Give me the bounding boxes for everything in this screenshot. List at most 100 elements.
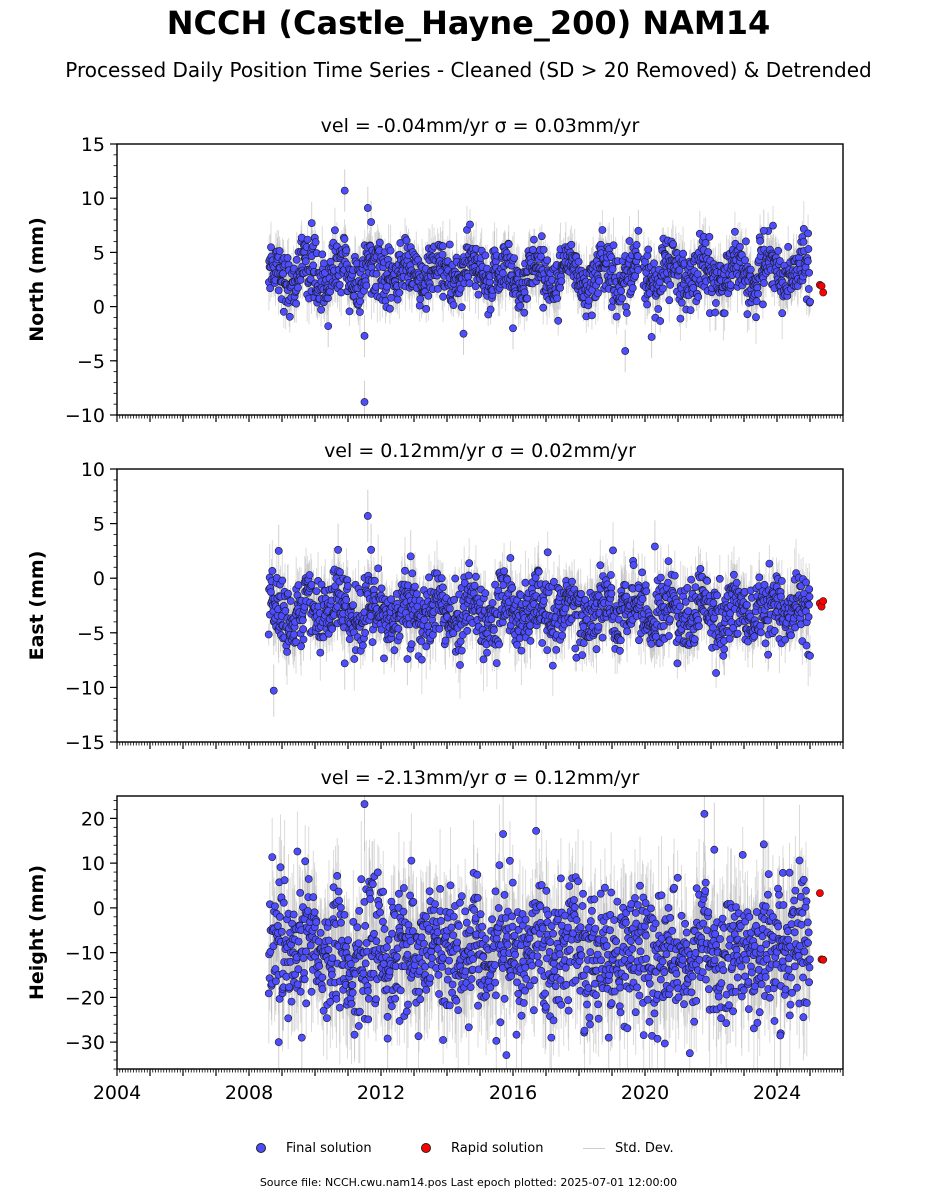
final-point <box>486 305 495 314</box>
final-point <box>665 296 674 305</box>
final-point <box>415 301 424 310</box>
final-point <box>554 316 563 325</box>
final-point <box>368 638 377 646</box>
final-point <box>557 277 566 285</box>
final-point <box>650 259 658 268</box>
final-point <box>799 237 808 246</box>
final-point <box>372 269 381 278</box>
final-point <box>553 294 561 303</box>
final-point <box>612 312 621 321</box>
panel-1: vel = -0.04mm/yr σ = 0.03mm/yr North (mm)… <box>26 115 844 427</box>
final-point <box>374 564 383 573</box>
final-point <box>358 641 367 650</box>
final-point <box>294 581 303 590</box>
final-point <box>422 304 431 313</box>
final-point <box>441 636 450 645</box>
final-point <box>387 595 395 604</box>
final-point <box>504 240 513 249</box>
final-point <box>588 311 596 320</box>
final-point <box>701 238 710 247</box>
final-point <box>324 322 333 331</box>
final-point <box>382 282 391 291</box>
final-point <box>375 238 384 247</box>
final-point <box>574 257 583 266</box>
final-point <box>316 648 325 657</box>
final-point <box>297 642 305 651</box>
final-point <box>759 226 768 235</box>
final-point <box>340 235 349 243</box>
final-point <box>393 295 402 304</box>
final-point <box>435 624 444 633</box>
final-point <box>726 281 735 289</box>
final-point <box>390 646 399 655</box>
final-point <box>711 308 720 317</box>
y-tick-label: 15 <box>81 134 105 156</box>
final-point <box>420 615 429 624</box>
final-point <box>806 297 814 306</box>
final-point <box>298 616 307 625</box>
final-point <box>437 574 446 583</box>
final-point <box>296 275 305 284</box>
final-point <box>712 299 720 307</box>
final-point <box>632 240 641 249</box>
final-point <box>584 296 593 305</box>
final-point <box>281 607 290 615</box>
final-point <box>510 254 518 262</box>
final-point <box>438 250 447 259</box>
final-point <box>408 569 417 578</box>
final-point <box>804 229 812 238</box>
final-point <box>537 232 546 241</box>
final-point <box>407 640 416 649</box>
final-point <box>377 584 386 593</box>
final-point <box>438 583 447 592</box>
final-point <box>634 266 642 274</box>
final-point <box>356 297 364 306</box>
final-point <box>598 226 607 234</box>
final-point <box>305 571 314 579</box>
final-point <box>412 590 421 598</box>
final-point <box>417 637 426 646</box>
final-point <box>279 307 288 316</box>
final-point <box>539 303 548 312</box>
final-point <box>402 236 411 245</box>
final-point <box>774 246 783 255</box>
final-point <box>618 294 626 303</box>
final-point <box>330 226 339 235</box>
y-axis-label: North (mm) <box>26 217 48 342</box>
final-point <box>345 635 354 643</box>
final-point <box>743 310 752 319</box>
final-point <box>621 347 630 355</box>
final-point <box>567 240 576 249</box>
final-point <box>445 240 454 249</box>
panel-title: vel = -0.04mm/yr σ = 0.03mm/yr <box>321 115 640 137</box>
final-point <box>439 292 447 301</box>
final-point <box>342 595 351 604</box>
final-point <box>617 286 625 295</box>
y-tick-label: 10 <box>81 188 105 210</box>
final-point <box>705 232 714 241</box>
final-point <box>466 220 474 229</box>
final-point <box>345 307 354 316</box>
final-point <box>438 242 447 251</box>
final-point <box>676 314 685 323</box>
final-point <box>394 624 403 633</box>
y-axis-label: East (mm) <box>26 551 48 661</box>
final-point <box>634 226 643 235</box>
final-point <box>386 246 395 255</box>
final-point <box>679 249 687 258</box>
final-point <box>312 587 321 595</box>
final-point <box>659 284 667 293</box>
final-point <box>299 625 308 634</box>
final-point <box>342 246 351 255</box>
rapid-point <box>819 288 828 297</box>
final-point <box>340 186 349 195</box>
final-point <box>530 235 538 244</box>
final-point <box>279 269 287 278</box>
final-point <box>704 248 713 257</box>
final-point <box>689 283 698 292</box>
final-point <box>307 219 316 228</box>
final-point <box>760 279 768 287</box>
final-point <box>266 588 275 596</box>
final-point <box>307 580 316 589</box>
